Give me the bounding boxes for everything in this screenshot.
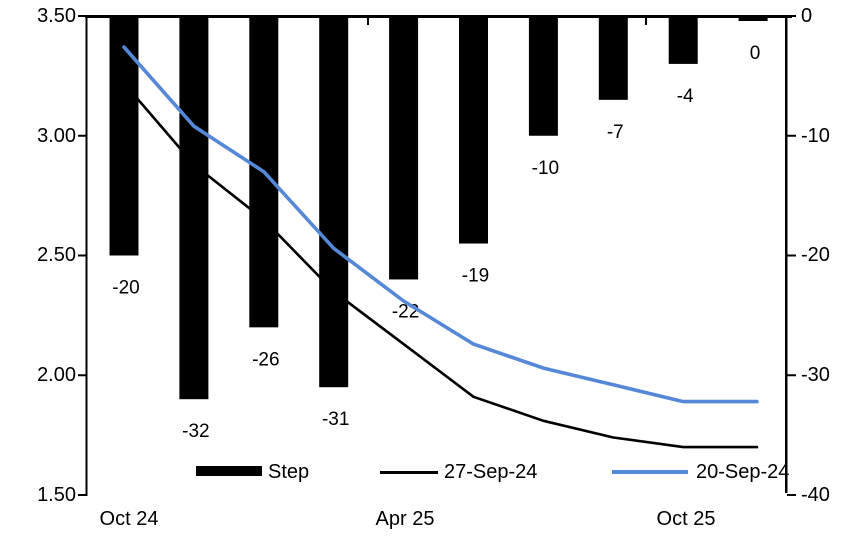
right-axis-tick (787, 374, 796, 377)
right-axis-tick (787, 15, 796, 17)
left-axis-tick-label: 1.50 (37, 484, 76, 506)
bar-data-label: -19 (462, 266, 489, 287)
left-axis-tick (78, 374, 87, 377)
legend-27sep-label: 27-Sep-24 (444, 461, 538, 483)
bar-data-label: -20 (112, 278, 139, 299)
bar-data-label: -31 (322, 409, 349, 430)
right-axis-tick (787, 134, 796, 137)
legend-step-bar-swatch (196, 466, 262, 476)
line-27-sep-24 (122, 81, 759, 449)
left-axis-tick (78, 254, 87, 257)
bar-step (738, 16, 768, 21)
left-axis-tick-label: 3.00 (37, 125, 76, 147)
x-axis-tick (645, 18, 647, 25)
x-axis-tick-label: Oct 24 (99, 508, 159, 530)
legend-20sep-line-swatch (612, 470, 688, 474)
x-axis-tick (367, 18, 369, 25)
bar-data-label: 0 (750, 43, 761, 64)
bar-step (179, 16, 209, 400)
right-axis-tick-label: 0 (801, 5, 813, 27)
right-axis-tick-label: -40 (801, 484, 830, 506)
left-axis-tick (78, 15, 87, 17)
x-axis-tick-label: Oct 25 (656, 508, 716, 530)
bar-step (459, 16, 488, 244)
bar-data-label: -26 (252, 349, 279, 370)
left-axis-tick (78, 134, 87, 137)
bar-data-label: -32 (182, 421, 209, 442)
x-axis-tick-label: Apr 25 (375, 508, 435, 530)
top-axis-line (85, 15, 792, 18)
bar-step (598, 16, 628, 100)
right-axis-tick (787, 494, 796, 496)
legend-20sep-label: 20-Sep-24 (696, 461, 790, 483)
bar-data-label: -22 (392, 301, 419, 322)
bar-step (109, 16, 139, 256)
left-axis-tick-label: 2.50 (37, 244, 76, 266)
bar-step (389, 16, 419, 280)
left-axis-tick (78, 494, 87, 496)
line-20-sep-24 (122, 45, 759, 404)
bar-data-label: -4 (677, 86, 694, 107)
bar-step (319, 16, 349, 388)
right-axis-tick-label: -10 (801, 125, 830, 147)
bar-data-label: -7 (607, 122, 624, 143)
right-axis-tick (787, 254, 796, 257)
right-axis-tick-label: -20 (801, 244, 830, 266)
legend-27sep-line-swatch (380, 471, 438, 474)
bar-step (668, 16, 698, 64)
left-axis-tick-label: 3.50 (37, 5, 76, 27)
bar-step (528, 16, 558, 136)
left-axis-tick-label: 2.00 (37, 364, 76, 386)
legend-step-label: Step (268, 461, 310, 483)
right-axis-line (785, 15, 788, 493)
bar-data-label: -10 (532, 158, 559, 179)
right-axis-tick-label: -30 (801, 364, 830, 386)
